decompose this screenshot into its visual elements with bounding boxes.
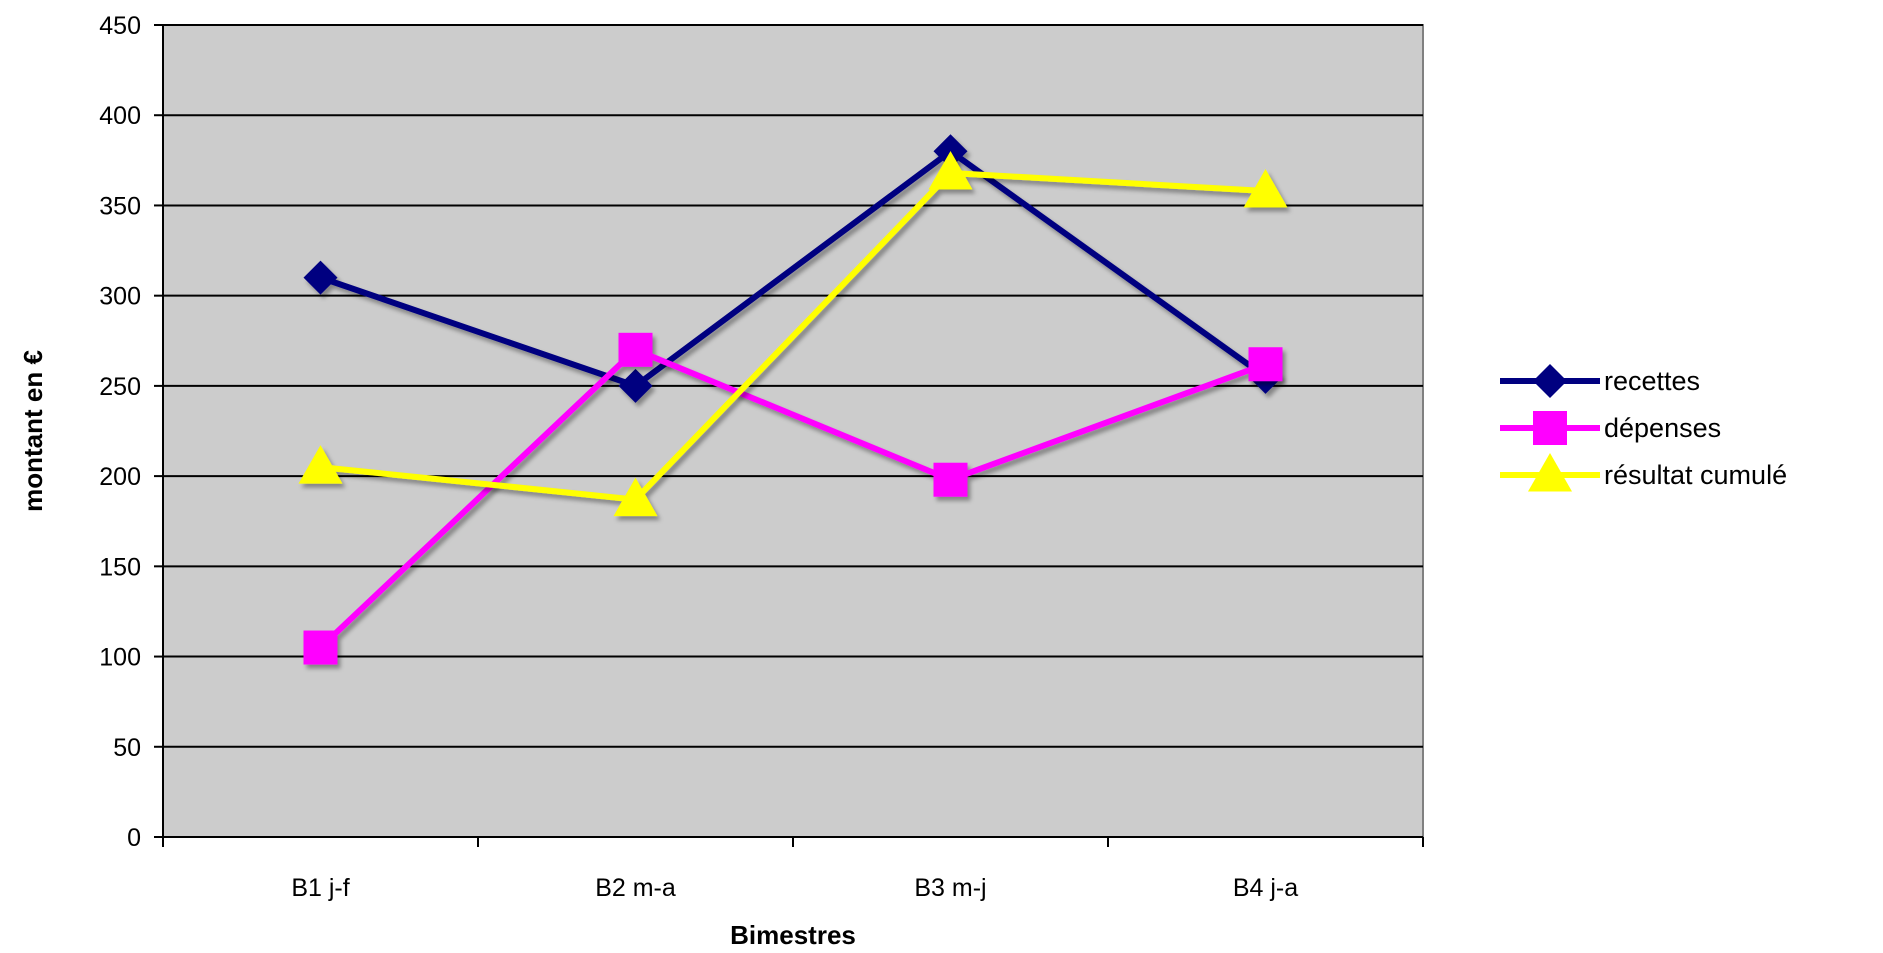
x-tick-label: B2 m-a [595,874,676,902]
y-tick-label: 450 [99,12,141,40]
series-2 [298,150,1288,517]
legend-marker [1528,453,1572,492]
series-line [318,346,1267,650]
legend-item: recettes [1500,364,1700,398]
legend-item: dépenses [1500,411,1721,445]
series-line [320,169,1266,503]
data-point [933,462,968,497]
x-axis-title: Bimestres [730,920,856,950]
legend-item: résultat cumulé [1500,453,1787,492]
y-tick-label: 350 [99,192,141,220]
data-point [298,445,343,484]
legend-label: résultat cumulé [1604,460,1787,490]
x-tick-label: B4 j-a [1233,874,1298,902]
data-point [613,477,658,517]
y-tick-label: 100 [99,644,141,672]
y-tick-label: 300 [99,283,141,311]
y-tick-label: 150 [99,553,141,581]
data-point [618,368,653,403]
legend-label: recettes [1604,366,1700,396]
y-tick-label: 200 [99,463,141,491]
data-point [618,332,653,367]
data-point [303,260,338,295]
series-1 [303,332,1283,665]
data-point [1248,347,1283,382]
legend-marker [1533,411,1567,445]
data-point [1243,169,1288,208]
data-point [303,630,338,665]
series-layer [298,134,1288,665]
y-tick-label: 0 [127,824,141,852]
y-axis-ticks: 0 50 100 150 200 250 300 350 400 450 [99,12,163,852]
y-axis-title: montant en € [18,350,48,512]
y-tick-label: 250 [99,373,141,401]
plot-area [162,24,1424,838]
x-tick-label: B1 j-f [291,874,349,902]
data-point [928,150,973,190]
series-line [319,147,1268,390]
x-axis-ticks: B1 j-f B2 m-a B3 m-j B4 j-a [162,837,1424,902]
y-tick-label: 50 [113,734,141,762]
legend: recettes dépenses résultat cumulé [1500,364,1787,492]
legend-marker [1533,364,1567,398]
x-tick-label: B3 m-j [914,874,986,902]
y-tick-label: 400 [99,102,141,130]
legend-label: dépenses [1604,413,1721,443]
